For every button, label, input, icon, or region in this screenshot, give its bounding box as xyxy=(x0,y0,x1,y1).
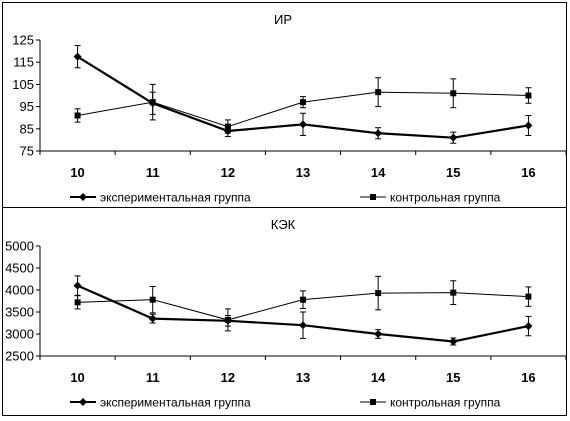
chart-kek-series-control-point xyxy=(149,296,156,303)
chart-ir-title: ИР xyxy=(274,12,292,27)
chart-kek-x-tick-label: 13 xyxy=(296,370,310,385)
chart-kek-legend-marker xyxy=(79,398,87,406)
chart-kek-series-control-point xyxy=(375,290,382,297)
chart-ir-y-tick-label: 95 xyxy=(20,99,34,114)
chart-kek-y-tick-label: 2500 xyxy=(5,349,34,364)
chart-ir-legend-label: контрольная группа xyxy=(390,191,501,205)
chart-kek-x-tick-label: 15 xyxy=(446,370,460,385)
chart-ir-series-control-point xyxy=(74,112,81,119)
chart-kek-legend-item-experimental: экспериментальная группа xyxy=(70,396,251,410)
chart-ir-series-experimental-point xyxy=(449,133,458,142)
chart-kek-legend-marker xyxy=(370,399,376,405)
chart-kek-series-control-point xyxy=(450,289,457,296)
chart-ir-x-tick-label: 16 xyxy=(521,165,535,180)
chart-ir-legend-label: экспериментальная группа xyxy=(100,191,251,205)
chart-ir-series-experimental-point xyxy=(374,129,383,138)
chart-ir-series-experimental-point xyxy=(299,120,307,129)
chart-kek-y-tick-label: 5000 xyxy=(5,239,34,254)
chart-ir-series-control-point xyxy=(300,99,306,106)
chart-ir-x-tick-label: 11 xyxy=(146,165,160,180)
chart-ir-series-experimental-point xyxy=(223,127,232,136)
chart-kek-frame xyxy=(2,207,567,416)
chart-kek-x-tick-label: 14 xyxy=(371,370,386,385)
chart-kek-x-tick-label: 10 xyxy=(70,370,84,385)
chart-kek-series-experimental-point xyxy=(299,321,307,330)
chart-ir-y-tick-label: 125 xyxy=(12,33,34,48)
chart-ir-x-tick-label: 10 xyxy=(70,165,84,180)
chart-kek-y-tick-label: 4500 xyxy=(5,261,34,276)
chart-kek-x-tick-label: 12 xyxy=(221,370,235,385)
chart-ir-x-tick-label: 14 xyxy=(371,165,386,180)
chart-ir-series-experimental-point xyxy=(73,52,82,61)
chart-kek-series-experimental-point xyxy=(148,314,157,323)
chart-ir-series-experimental-point xyxy=(148,99,157,108)
chart-ir-y-tick-label: 105 xyxy=(12,77,34,92)
chart-kek-legend-label: контрольная группа xyxy=(390,396,501,410)
chart-ir-y-tick-label: 115 xyxy=(13,55,34,70)
chart-kek-title: КЭК xyxy=(271,217,296,232)
chart-kek-series-experimental-point xyxy=(223,316,232,325)
chart-kek-y-tick-label: 3500 xyxy=(5,305,34,320)
chart-ir: ИР 75 85 95 105 115 125 10 11 12 13 14 15 16 экспери… xyxy=(2,2,567,208)
chart-kek-series-control-point xyxy=(74,299,81,306)
chart-kek-series-control-point xyxy=(300,296,306,303)
chart-kek-legend-item-control: контрольная группа xyxy=(360,396,501,410)
chart-kek-series-experimental-point xyxy=(449,337,458,346)
chart-ir-legend-marker xyxy=(370,194,376,200)
chart-kek-legend-label: экспериментальная группа xyxy=(100,396,251,410)
chart-ir-series-control-point xyxy=(525,92,532,99)
chart-kek-series-experimental-point xyxy=(73,281,82,290)
chart-kek-y-tick-label: 4000 xyxy=(5,283,34,298)
chart-ir-legend-item-experimental: экспериментальная группа xyxy=(70,191,251,205)
chart-ir-x-tick-label: 13 xyxy=(296,165,310,180)
chart-kek-series-experimental-point xyxy=(524,322,533,331)
chart-ir-y-tick-label: 75 xyxy=(20,144,34,159)
chart-ir-series-control-point xyxy=(450,90,457,97)
chart-ir-series-control-point xyxy=(375,89,382,96)
chart-ir-y-tick-label: 85 xyxy=(20,121,34,136)
chart-kek-series-control-point xyxy=(525,293,532,300)
chart-ir-legend-marker xyxy=(79,193,87,201)
chart-kek-x-tick-label: 16 xyxy=(521,370,535,385)
chart-kek-y-tick-label: 3000 xyxy=(5,327,34,342)
chart-kek: КЭК 2500 3000 3500 4000 4500 5000 10 11 12 13 14 15… xyxy=(2,207,567,416)
chart-ir-frame xyxy=(2,2,567,208)
chart-kek-x-tick-label: 11 xyxy=(146,370,160,385)
chart-ir-x-tick-label: 12 xyxy=(221,165,235,180)
chart-ir-legend-item-control: контрольная группа xyxy=(360,191,501,205)
chart-kek-series-experimental-point xyxy=(374,330,383,338)
chart-ir-series-experimental-point xyxy=(524,121,533,130)
chart-ir-x-tick-label: 15 xyxy=(446,165,460,180)
